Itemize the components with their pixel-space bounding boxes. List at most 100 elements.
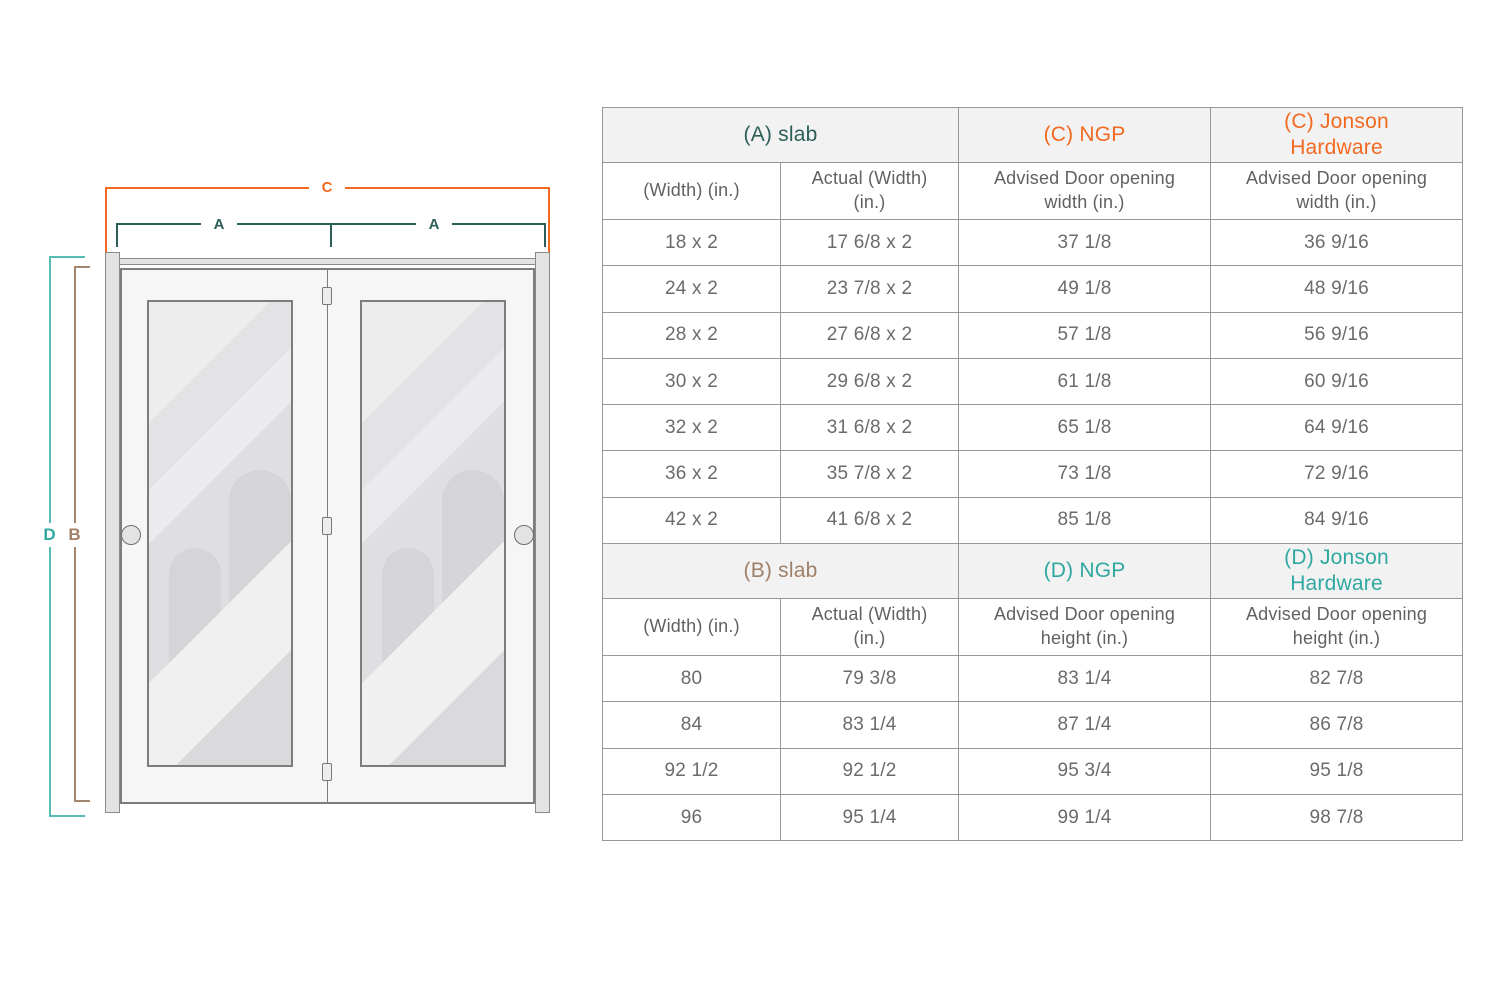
table-row: 28 x 2 27 6/8 x 2 57 1/8 56 9/16 <box>602 311 1464 359</box>
cell-jonson-opening: 60 9/16 <box>1210 357 1464 406</box>
cell-actual-width: 83 1/4 <box>779 701 960 749</box>
cell-ngp-opening: 57 1/8 <box>958 311 1212 359</box>
cell-ngp-opening: 37 1/8 <box>958 218 1212 267</box>
table-row: 32 x 2 31 6/8 x 2 65 1/8 64 9/16 <box>602 404 1464 452</box>
left-door-glass-panel <box>147 300 293 767</box>
cell-width: 84 <box>602 701 781 749</box>
cell-width: 28 x 2 <box>602 311 781 359</box>
dim-b-bracket-bottom-tick <box>74 800 90 802</box>
dim-a-bracket-center-tick <box>330 223 332 247</box>
cell-ngp-opening: 61 1/8 <box>958 357 1212 406</box>
cell-jonson-opening: 86 7/8 <box>1210 701 1464 749</box>
cell-jonson-opening: 72 9/16 <box>1210 450 1464 498</box>
cell-actual-width: 92 1/2 <box>779 747 960 795</box>
group-header-b-slab: (B) slab <box>601 543 960 600</box>
cell-ngp-opening: 87 1/4 <box>958 701 1212 749</box>
glass-reflection-overlay <box>362 302 504 765</box>
sub-header-row-1: (Width) (in.) Actual (Width) (in.) Advis… <box>602 162 1464 220</box>
cell-ngp-opening: 99 1/4 <box>958 793 1212 842</box>
cell-ngp-opening: 83 1/4 <box>958 655 1212 703</box>
col-header-jonson-opening-height: Advised Door opening height (in.) <box>1210 598 1464 657</box>
cell-width: 36 x 2 <box>602 450 781 498</box>
dim-b-bracket-top-tick <box>74 266 90 268</box>
cell-width: 92 1/2 <box>602 747 781 795</box>
group-header-c-jonson-hardware: (C) Jonson Hardware <box>1210 107 1464 163</box>
left-door-knob-icon <box>121 525 141 545</box>
door-frame-head-jamb <box>119 258 536 265</box>
cell-actual-width: 27 6/8 x 2 <box>779 311 960 359</box>
cell-width: 32 x 2 <box>602 404 781 452</box>
cell-ngp-opening: 49 1/8 <box>958 265 1212 313</box>
table-row: 80 79 3/8 83 1/4 82 7/8 <box>602 655 1464 703</box>
cell-jonson-opening: 48 9/16 <box>1210 265 1464 313</box>
cell-jonson-opening: 95 1/8 <box>1210 747 1464 795</box>
col-header-actual-width: Actual (Width) (in.) <box>779 162 960 220</box>
hinge-middle-icon <box>322 517 332 535</box>
dim-label-a-left: A <box>201 215 237 234</box>
dim-label-c: C <box>309 178 345 197</box>
dim-c-bracket-right-tick <box>548 187 550 253</box>
right-door-knob-icon <box>514 525 534 545</box>
cell-ngp-opening: 95 3/4 <box>958 747 1212 795</box>
col-header-ngp-opening-width: Advised Door opening width (in.) <box>958 162 1212 220</box>
group-header-d-ngp: (D) NGP <box>958 543 1212 600</box>
cell-jonson-opening: 36 9/16 <box>1210 218 1464 267</box>
group-header-row-1: (A) slab (C) NGP (C) Jonson Hardware <box>601 107 1464 163</box>
dim-a-bracket-left-tick <box>116 223 118 247</box>
group-header-d-jonson-hardware: (D) Jonson Hardware <box>1210 543 1464 600</box>
cell-width: 80 <box>602 655 781 703</box>
cell-width: 30 x 2 <box>602 357 781 406</box>
cell-width: 18 x 2 <box>602 218 781 267</box>
cell-jonson-opening: 82 7/8 <box>1210 655 1464 703</box>
table-row: 36 x 2 35 7/8 x 2 73 1/8 72 9/16 <box>602 450 1464 498</box>
cell-actual-width: 35 7/8 x 2 <box>779 450 960 498</box>
dim-label-b: B <box>63 523 86 547</box>
sub-header-row-2: (Width) (in.) Actual (Width) (in.) Advis… <box>602 598 1464 657</box>
hinge-bottom-icon <box>322 763 332 781</box>
dim-c-bracket-left-tick <box>105 187 107 253</box>
cell-width: 24 x 2 <box>602 265 781 313</box>
hinge-top-icon <box>322 287 332 305</box>
right-door-glass-panel <box>360 300 506 767</box>
dim-label-a-right: A <box>416 215 452 234</box>
cell-actual-width: 17 6/8 x 2 <box>779 218 960 267</box>
door-size-table: (A) slab (C) NGP (C) Jonson Hardware (Wi… <box>601 107 1464 842</box>
cell-width: 96 <box>602 793 781 842</box>
col-header-jonson-opening-width: Advised Door opening width (in.) <box>1210 162 1464 220</box>
group-header-row-2: (B) slab (D) NGP (D) Jonson Hardware <box>601 543 1464 600</box>
cell-actual-width: 23 7/8 x 2 <box>779 265 960 313</box>
group-header-c-ngp: (C) NGP <box>958 107 1212 163</box>
table-row: 96 95 1/4 99 1/4 98 7/8 <box>602 793 1464 842</box>
cell-actual-width: 31 6/8 x 2 <box>779 404 960 452</box>
cell-actual-width: 79 3/8 <box>779 655 960 703</box>
cell-actual-width: 29 6/8 x 2 <box>779 357 960 406</box>
dim-a-bracket-right-tick <box>544 223 546 247</box>
dim-label-d: D <box>38 523 61 547</box>
col-header-ngp-opening-height: Advised Door opening height (in.) <box>958 598 1212 657</box>
col-header-width: (Width) (in.) <box>602 598 781 657</box>
table-row: 42 x 2 41 6/8 x 2 85 1/8 84 9/16 <box>602 496 1464 545</box>
cell-jonson-opening: 84 9/16 <box>1210 496 1464 545</box>
table-row: 30 x 2 29 6/8 x 2 61 1/8 60 9/16 <box>602 357 1464 406</box>
glass-reflection-overlay <box>149 302 291 765</box>
door-center-meeting-line <box>327 270 328 802</box>
cell-jonson-opening: 64 9/16 <box>1210 404 1464 452</box>
door-frame-left-jamb <box>105 252 120 813</box>
dim-d-bracket-top-tick <box>49 256 85 258</box>
door-frame-right-jamb <box>535 252 550 813</box>
dim-d-bracket-bottom-tick <box>49 815 85 817</box>
cell-ngp-opening: 65 1/8 <box>958 404 1212 452</box>
col-header-actual-width: Actual (Width) (in.) <box>779 598 960 657</box>
table-row: 18 x 2 17 6/8 x 2 37 1/8 36 9/16 <box>602 218 1464 267</box>
cell-actual-width: 95 1/4 <box>779 793 960 842</box>
table-row: 92 1/2 92 1/2 95 3/4 95 1/8 <box>602 747 1464 795</box>
cell-jonson-opening: 56 9/16 <box>1210 311 1464 359</box>
cell-actual-width: 41 6/8 x 2 <box>779 496 960 545</box>
cell-jonson-opening: 98 7/8 <box>1210 793 1464 842</box>
group-header-a-slab: (A) slab <box>601 107 960 163</box>
cell-ngp-opening: 85 1/8 <box>958 496 1212 545</box>
col-header-width: (Width) (in.) <box>602 162 781 220</box>
table-row: 24 x 2 23 7/8 x 2 49 1/8 48 9/16 <box>602 265 1464 313</box>
table-row: 84 83 1/4 87 1/4 86 7/8 <box>602 701 1464 749</box>
